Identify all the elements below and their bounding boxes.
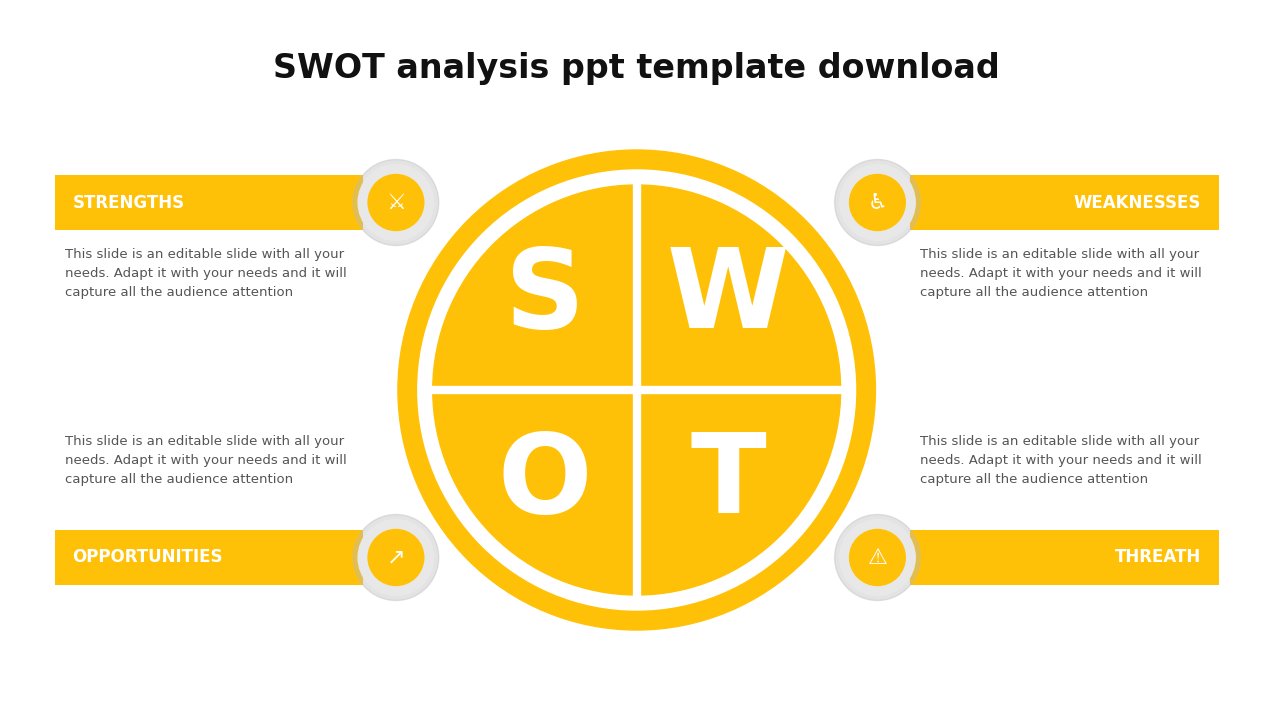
Circle shape [398, 150, 876, 630]
Text: WEAKNESSES: WEAKNESSES [1074, 194, 1201, 212]
Text: O: O [498, 428, 593, 536]
Text: ⚠: ⚠ [868, 547, 887, 567]
Text: W: W [667, 244, 790, 351]
Text: This slide is an editable slide with all your
needs. Adapt it with your needs an: This slide is an editable slide with all… [920, 435, 1202, 486]
Text: ⚔: ⚔ [387, 192, 406, 212]
Circle shape [353, 160, 439, 246]
Circle shape [850, 529, 905, 585]
Circle shape [358, 520, 434, 595]
FancyBboxPatch shape [910, 175, 1219, 230]
FancyBboxPatch shape [910, 530, 1219, 585]
FancyBboxPatch shape [55, 530, 364, 585]
Text: This slide is an editable slide with all your
needs. Adapt it with your needs an: This slide is an editable slide with all… [920, 248, 1202, 299]
Circle shape [369, 529, 424, 585]
Circle shape [835, 160, 920, 246]
FancyBboxPatch shape [55, 175, 364, 230]
Circle shape [433, 185, 841, 595]
Circle shape [840, 520, 915, 595]
Circle shape [353, 515, 439, 600]
Text: OPPORTUNITIES: OPPORTUNITIES [73, 549, 223, 567]
Circle shape [850, 174, 905, 230]
Circle shape [835, 515, 920, 600]
Text: This slide is an editable slide with all your
needs. Adapt it with your needs an: This slide is an editable slide with all… [65, 248, 347, 299]
Text: ♿: ♿ [868, 192, 887, 212]
Text: This slide is an editable slide with all your
needs. Adapt it with your needs an: This slide is an editable slide with all… [65, 435, 347, 486]
Text: ↗: ↗ [387, 547, 406, 567]
Text: SWOT analysis ppt template download: SWOT analysis ppt template download [274, 52, 1000, 85]
Circle shape [417, 170, 855, 610]
Text: STRENGTHS: STRENGTHS [73, 194, 184, 212]
Circle shape [358, 164, 434, 240]
Text: S: S [504, 244, 585, 351]
Circle shape [840, 164, 915, 240]
Text: T: T [691, 428, 767, 536]
Text: THREATH: THREATH [1115, 549, 1201, 567]
Circle shape [369, 174, 424, 230]
